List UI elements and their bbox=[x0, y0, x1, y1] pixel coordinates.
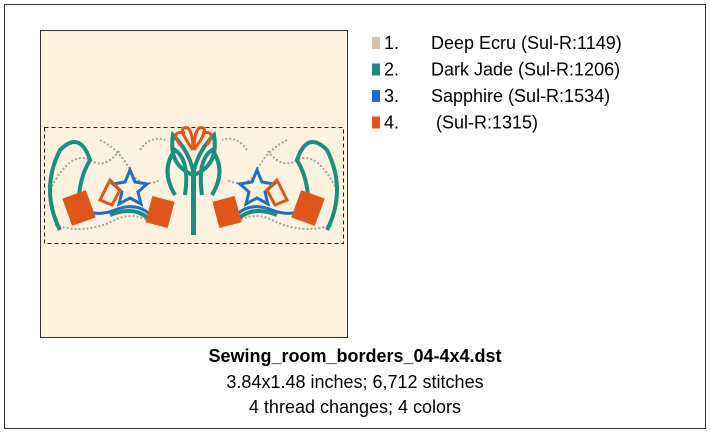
file-details: 3.84x1.48 inches; 6,712 stitches bbox=[226, 372, 483, 392]
orange-stitches bbox=[62, 126, 195, 229]
thread-number: 3. bbox=[384, 86, 399, 106]
thread-name: Dark Jade (Sul-R:1206) bbox=[431, 60, 620, 80]
thread-number: 1. bbox=[384, 33, 399, 53]
thread-legend: 1. Deep Ecru (Sul-R:1149) 2. Dark Jade (Sul… bbox=[372, 33, 622, 133]
thread-name: Sapphire (Sul-R:1534) bbox=[431, 86, 610, 106]
thread-name: (Sul-R:1315) bbox=[431, 113, 538, 133]
thread-swatch bbox=[372, 37, 380, 49]
thread-swatch bbox=[372, 116, 380, 129]
thread-swatch bbox=[372, 63, 380, 76]
thread-number: 4. bbox=[384, 113, 399, 133]
thread-name: Deep Ecru (Sul-R:1149) bbox=[431, 33, 622, 53]
design-bounds bbox=[44, 127, 344, 244]
thread-swatch bbox=[372, 90, 380, 102]
file-name: Sewing_room_borders_04-4x4.dst bbox=[208, 346, 501, 366]
file-details: 4 thread changes; 4 colors bbox=[249, 397, 461, 417]
thread-number: 2. bbox=[384, 60, 399, 80]
embroidery bbox=[48, 125, 339, 237]
